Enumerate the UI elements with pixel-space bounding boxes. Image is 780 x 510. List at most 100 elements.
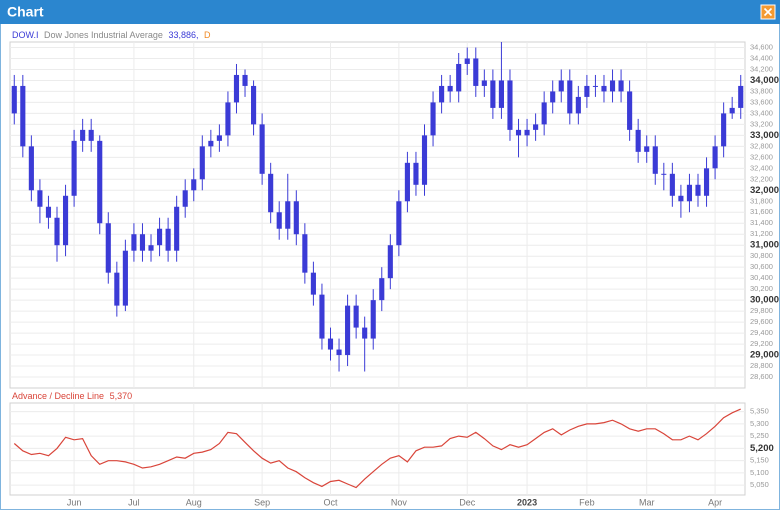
candle-body <box>721 113 727 147</box>
x-tick-label: Feb <box>579 497 595 507</box>
candle-body <box>131 234 137 251</box>
y-tick-label: 32,400 <box>750 163 773 172</box>
y-tick-label: 33,800 <box>750 86 773 95</box>
candle-body <box>507 80 513 130</box>
indicator-panel <box>9 402 746 496</box>
candle-body <box>327 338 334 350</box>
candle-body <box>208 140 214 147</box>
candle-body <box>259 124 265 174</box>
candle-body <box>319 294 325 339</box>
candle-body <box>738 85 744 108</box>
candle-body <box>353 305 359 328</box>
y-tick-label: 34,200 <box>750 64 773 73</box>
y-tick-label: 31,000 <box>750 240 779 251</box>
y-tick-label: 29,400 <box>750 328 773 337</box>
indicator-last: 5,370 <box>110 391 133 401</box>
candle-body <box>661 173 667 175</box>
y-tick-label: 33,600 <box>750 97 773 106</box>
y-tick-label: 5,100 <box>750 468 769 477</box>
candle-body <box>345 305 351 356</box>
x-tick-label: Oct <box>323 497 338 507</box>
y-tick-label: 33,200 <box>750 119 773 128</box>
candle-body <box>28 146 34 191</box>
y-tick-label: 31,600 <box>750 207 773 216</box>
candle-body <box>105 223 111 273</box>
candle-body <box>302 234 308 273</box>
candle-body <box>165 228 171 251</box>
candle-body <box>276 212 282 229</box>
candle-body <box>703 168 710 196</box>
candle-body <box>362 327 368 339</box>
symbol: DOW.I <box>12 30 39 40</box>
candle-body <box>481 80 487 86</box>
instrument-name: Dow Jones Industrial Average <box>44 30 163 40</box>
title-bar <box>0 0 780 24</box>
x-tick-label: Jul <box>128 497 140 507</box>
indicator-header: Advance / Decline Line 5,370 <box>12 391 132 401</box>
candle-body <box>251 85 257 125</box>
y-tick-label: 31,800 <box>750 196 773 205</box>
candle-body <box>618 80 624 92</box>
y-tick-label: 34,600 <box>750 42 773 51</box>
candle-body <box>242 74 248 86</box>
candle-body <box>498 80 504 108</box>
candle-body <box>268 173 274 213</box>
y-tick-label: 33,000 <box>750 130 779 141</box>
candle-body <box>524 129 530 136</box>
y-tick-label: 5,250 <box>750 431 769 440</box>
candle-body <box>430 102 436 136</box>
x-tick-label: Nov <box>391 497 408 507</box>
chart-header: DOW.I Dow Jones Industrial Average 33,88… <box>12 30 211 40</box>
y-tick-label: 5,150 <box>750 456 769 465</box>
candle-body <box>558 80 564 92</box>
y-tick-label: 28,800 <box>750 361 773 370</box>
y-tick-label: 5,050 <box>750 480 769 489</box>
y-tick-label: 30,000 <box>750 295 779 306</box>
y-tick-label: 31,400 <box>750 218 773 227</box>
candle-body <box>97 140 103 224</box>
y-tick-label: 32,000 <box>750 185 779 196</box>
y-tick-label: 30,600 <box>750 262 773 271</box>
x-tick-label: Jun <box>67 497 82 507</box>
y-tick-label: 29,200 <box>750 339 773 348</box>
candle-body <box>464 58 470 64</box>
y-tick-label: 29,600 <box>750 317 773 326</box>
candle-body <box>635 129 641 152</box>
candle-body <box>216 135 222 141</box>
y-tick-label: 29,000 <box>750 350 779 361</box>
candle-body <box>686 184 693 202</box>
y-tick-label: 5,200 <box>750 443 774 454</box>
candle-body <box>695 184 701 196</box>
candle-body <box>567 80 573 114</box>
window-title: Chart <box>7 4 44 20</box>
y-tick-label: 29,800 <box>750 306 773 315</box>
x-tick-label: Mar <box>639 497 655 507</box>
y-tick-label: 5,350 <box>750 407 769 416</box>
candle-body <box>473 58 479 86</box>
candle-body <box>88 129 94 141</box>
candle-body <box>712 146 718 169</box>
price-panel <box>9 41 746 389</box>
y-tick-label: 28,600 <box>750 372 773 381</box>
candle-body <box>191 179 197 191</box>
last-price: 33,886, <box>168 30 198 40</box>
y-tick-label: 30,400 <box>750 273 773 282</box>
candle-body <box>456 63 462 92</box>
candle-body <box>584 85 590 97</box>
x-tick-label: Apr <box>708 497 722 507</box>
candle-body <box>601 85 607 92</box>
candle-body <box>413 162 419 185</box>
candle-body <box>54 217 60 246</box>
candle-body <box>609 80 616 92</box>
candle-body <box>114 272 120 306</box>
candle-body <box>592 85 598 87</box>
candle-body <box>541 102 547 125</box>
candle-body <box>396 201 402 246</box>
candle-body <box>447 85 453 92</box>
candle-body <box>122 250 128 306</box>
candle-body <box>490 80 496 108</box>
y-tick-label: 31,200 <box>750 229 773 238</box>
